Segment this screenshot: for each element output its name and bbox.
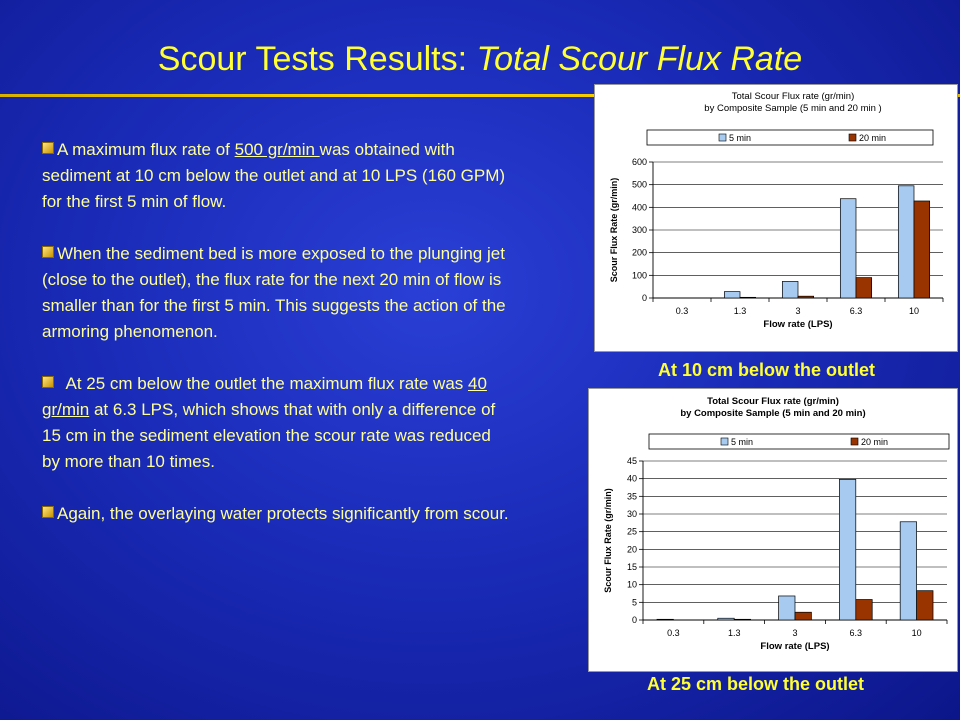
chart2-bar-20min-6.3 — [855, 599, 873, 621]
chart2-title: Total Scour Flux rate (gr/min) — [707, 396, 839, 407]
chart1-xtick-label: 1.3 — [734, 306, 747, 316]
bullet-1-text-a: A maximum flux rate of — [57, 140, 235, 159]
bullet-3-text-b: at 6.3 LPS, which shows that with only a… — [42, 400, 496, 471]
bullet-4: Again, the overlaying water protects sig… — [42, 501, 512, 527]
chart1-ytick-label: 500 — [632, 180, 647, 190]
chart2-bar-5min-0.3 — [656, 618, 674, 621]
chart1-bar-20min-6.3 — [855, 277, 873, 299]
bullet-2-text: When the sediment bed is more exposed to… — [42, 244, 506, 341]
bullet-1-highlight: 500 gr/min — [234, 140, 320, 159]
bullet-square-icon — [42, 506, 54, 518]
chart1-bar-5min-10 — [897, 185, 915, 299]
chart1-bar-5min-6.3 — [839, 198, 857, 299]
slide-title: Scour Tests Results: Total Scour Flux Ra… — [0, 40, 960, 79]
chart1-legend-label-2: 20 min — [859, 133, 886, 143]
chart2-ytick-label: 45 — [627, 456, 637, 466]
chart1-legend-swatch-2 — [848, 133, 857, 142]
chart1-xtick-label: 10 — [909, 306, 919, 316]
chart2-legend-label-2: 20 min — [861, 437, 888, 447]
title-rule — [0, 94, 960, 97]
bullet-3-text-a: At 25 cm below the outlet the maximum fl… — [57, 374, 469, 393]
chart1-xlabel: Flow rate (LPS) — [763, 319, 832, 330]
chart2-legend-label-1: 5 min — [731, 437, 753, 447]
bullet-2: When the sediment bed is more exposed to… — [42, 241, 512, 345]
chart2-ytick-label: 10 — [627, 580, 637, 590]
chart2-subtitle: by Composite Sample (5 min and 20 min) — [680, 408, 865, 419]
chart-25cm-svg: Total Scour Flux rate (gr/min)by Composi… — [603, 396, 950, 652]
bullet-square-icon — [42, 246, 54, 258]
bullet-square-icon — [42, 142, 54, 154]
chart1-bar-20min-3 — [797, 295, 815, 299]
caption-25cm: At 25 cm below the outlet — [647, 674, 865, 694]
chart2-ytick-label: 40 — [627, 474, 637, 484]
chart2-ylabel: Scour Flux Rate (gr/min) — [603, 488, 613, 593]
chart2-xtick-label: 1.3 — [728, 628, 741, 638]
chart2-plot-area — [643, 461, 947, 620]
chart2-ytick-label: 30 — [627, 509, 637, 519]
chart2-xtick-label: 6.3 — [850, 628, 863, 638]
chart2-xtick-label: 0.3 — [667, 628, 680, 638]
chart2-legend-swatch-2 — [850, 437, 859, 446]
chart2-bar-5min-1.3 — [717, 617, 735, 621]
chart2-legend-swatch-1 — [720, 437, 729, 446]
title-sub: Total Scour Flux Rate — [476, 40, 803, 78]
chart1-bar-20min-1.3 — [739, 296, 757, 299]
bullet-4-text: Again, the overlaying water protects sig… — [57, 504, 509, 523]
chart1-xtick-label: 3 — [795, 306, 800, 316]
chart1-ytick-label: 200 — [632, 248, 647, 258]
chart2-ytick-label: 15 — [627, 562, 637, 572]
chart2-ytick-label: 0 — [632, 615, 637, 625]
chart2-bar-20min-10 — [916, 590, 934, 621]
chart2-ytick-label: 25 — [627, 527, 637, 537]
caption-10cm: At 10 cm below the outlet — [658, 360, 876, 380]
chart-10cm-svg: Total Scour Flux rate (gr/min)by Composi… — [609, 91, 944, 330]
bullet-1: A maximum flux rate of 500 gr/min was ob… — [42, 137, 512, 215]
chart-10cm: Total Scour Flux rate (gr/min) by Composi… — [594, 84, 958, 352]
chart1-bar-20min-10 — [913, 200, 931, 299]
chart2-ytick-label: 35 — [627, 491, 637, 501]
title-main: Scour Tests Results: — [157, 40, 477, 78]
chart1-subtitle: by Composite Sample (5 min and 20 min ) — [704, 103, 881, 114]
bullet-1-text-b: was obtained with sediment at 10 cm belo… — [42, 140, 506, 211]
chart1-bar-5min-3 — [781, 281, 799, 299]
chart2-ytick-label: 5 — [632, 597, 637, 607]
chart1-ytick-label: 0 — [642, 293, 647, 303]
chart1-legend-swatch-1 — [718, 133, 727, 142]
chart1-ytick-label: 600 — [632, 157, 647, 167]
chart1-bar-5min-1.3 — [723, 291, 741, 299]
bullet-3-highlight: 40 gr/min — [42, 374, 487, 419]
bullet-square-icon — [42, 376, 54, 388]
chart2-bar-20min-3 — [794, 611, 812, 621]
chart1-xtick-label: 0.3 — [676, 306, 689, 316]
chart1-ytick-label: 100 — [632, 270, 647, 280]
bullet-3: At 25 cm below the outlet the maximum fl… — [42, 371, 512, 475]
chart2-bar-5min-10 — [899, 521, 917, 621]
chart2-xlabel: Flow rate (LPS) — [760, 641, 829, 652]
chart2-ytick-label: 20 — [627, 544, 637, 554]
bullet-list: A maximum flux rate of 500 gr/min was ob… — [42, 137, 512, 553]
chart1-legend-box — [646, 129, 934, 146]
chart2-bar-20min-1.3 — [733, 618, 751, 621]
chart-25cm: Total Scour Flux rate (gr/min) by Composi… — [588, 388, 958, 672]
chart2-bar-5min-6.3 — [839, 479, 857, 621]
chart1-xtick-label: 6.3 — [850, 306, 863, 316]
chart1-legend-label-1: 5 min — [729, 133, 751, 143]
chart2-xtick-label: 3 — [792, 628, 797, 638]
chart2-bar-5min-3 — [778, 595, 796, 621]
chart1-ytick-label: 300 — [632, 225, 647, 235]
chart1-ylabel: Scour Flux Rate (gr/min) — [609, 178, 619, 283]
chart1-ytick-label: 400 — [632, 202, 647, 212]
chart1-title: Total Scour Flux rate (gr/min) — [732, 91, 854, 102]
chart2-legend-box — [648, 433, 950, 450]
chart2-xtick-label: 10 — [912, 628, 922, 638]
